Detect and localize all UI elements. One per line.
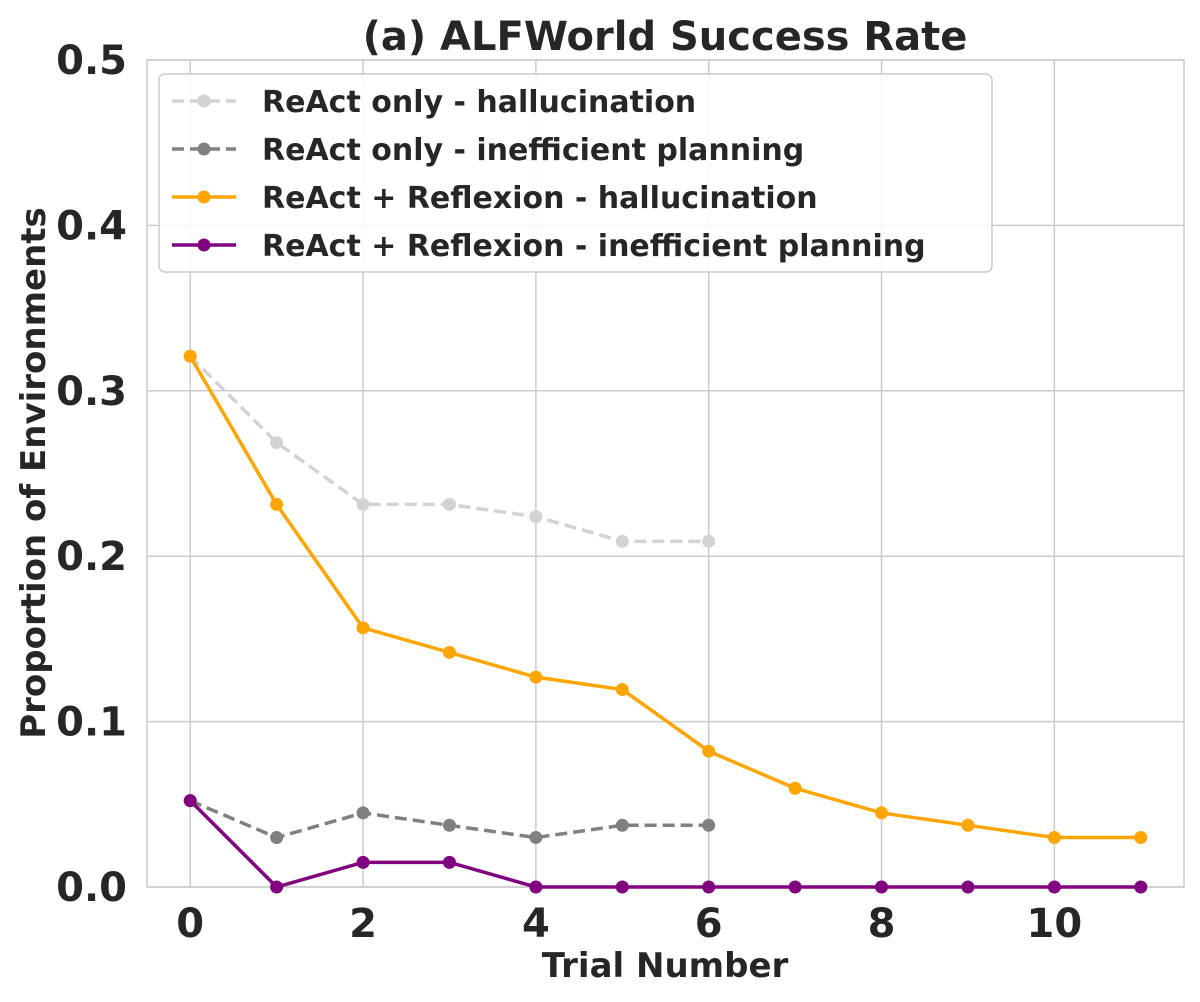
y-axis-label: Proportion of Environments: [14, 207, 54, 739]
legend-label: ReAct + Reflexion - hallucination: [262, 181, 818, 216]
data-point: [183, 794, 197, 808]
data-point: [615, 534, 629, 548]
data-point: [442, 855, 456, 869]
legend-marker: [197, 190, 211, 204]
data-point: [270, 497, 284, 511]
data-point: [961, 880, 975, 894]
chart-title: (a) ALFWorld Success Rate: [363, 14, 968, 60]
legend-marker: [197, 238, 211, 252]
data-point: [1134, 831, 1148, 845]
data-point: [270, 831, 284, 845]
data-point: [442, 497, 456, 511]
data-point: [442, 645, 456, 659]
series-2: [183, 794, 716, 845]
data-point: [788, 880, 802, 894]
data-point: [961, 818, 975, 832]
y-tick-label: 0.3: [56, 369, 127, 415]
legend-frame: [158, 73, 993, 273]
series-3: [183, 349, 1148, 845]
legend-label: ReAct only - hallucination: [262, 85, 696, 120]
data-point: [702, 744, 716, 758]
data-point: [529, 880, 543, 894]
y-tick-label: 0.4: [56, 203, 127, 249]
x-tick-label: 10: [1027, 901, 1083, 947]
y-tick-label: 0.0: [56, 865, 127, 911]
series-4: [183, 794, 1148, 894]
data-point: [356, 806, 370, 820]
data-point: [1134, 880, 1148, 894]
data-point: [615, 683, 629, 697]
data-point: [529, 831, 543, 845]
x-tick-label: 4: [522, 901, 550, 947]
data-point: [702, 880, 716, 894]
data-point: [442, 818, 456, 832]
data-point: [356, 621, 370, 635]
data-point: [529, 670, 543, 684]
data-point: [270, 436, 284, 450]
data-point: [788, 781, 802, 795]
data-point: [615, 880, 629, 894]
data-point: [529, 510, 543, 524]
data-point: [1047, 831, 1061, 845]
series-line: [188, 354, 709, 544]
series-layer: [183, 349, 1148, 894]
data-point: [875, 806, 889, 820]
legend: ReAct only - hallucination ReAct only - i…: [158, 73, 993, 273]
x-tick-label: 2: [349, 901, 377, 947]
x-tick-label: 0: [176, 901, 204, 947]
series-1: [183, 349, 716, 548]
legend-marker: [197, 142, 211, 156]
data-point: [702, 818, 716, 832]
y-tick-label: 0.5: [56, 38, 127, 84]
tick-labels: 0 2 4 6 8 10 0.0 0.1 0.2 0.3 0.4 0.5: [56, 38, 1082, 947]
data-point: [356, 497, 370, 511]
data-point: [270, 880, 284, 894]
data-point: [702, 534, 716, 548]
data-point: [615, 818, 629, 832]
data-point: [875, 880, 889, 894]
data-point: [1047, 880, 1061, 894]
x-tick-label: 8: [868, 901, 896, 947]
x-axis-label: Trial Number: [542, 946, 789, 986]
x-tick-label: 6: [695, 901, 723, 947]
legend-label: ReAct + Reflexion - inefficient planning: [262, 229, 926, 264]
y-tick-label: 0.2: [56, 534, 127, 580]
data-point: [183, 349, 197, 363]
y-tick-label: 0.1: [56, 700, 127, 746]
data-point: [356, 855, 370, 869]
series-line: [188, 799, 1141, 889]
legend-label: ReAct only - inefficient planning: [262, 133, 804, 168]
series-line: [188, 355, 1141, 840]
legend-marker: [197, 94, 211, 108]
